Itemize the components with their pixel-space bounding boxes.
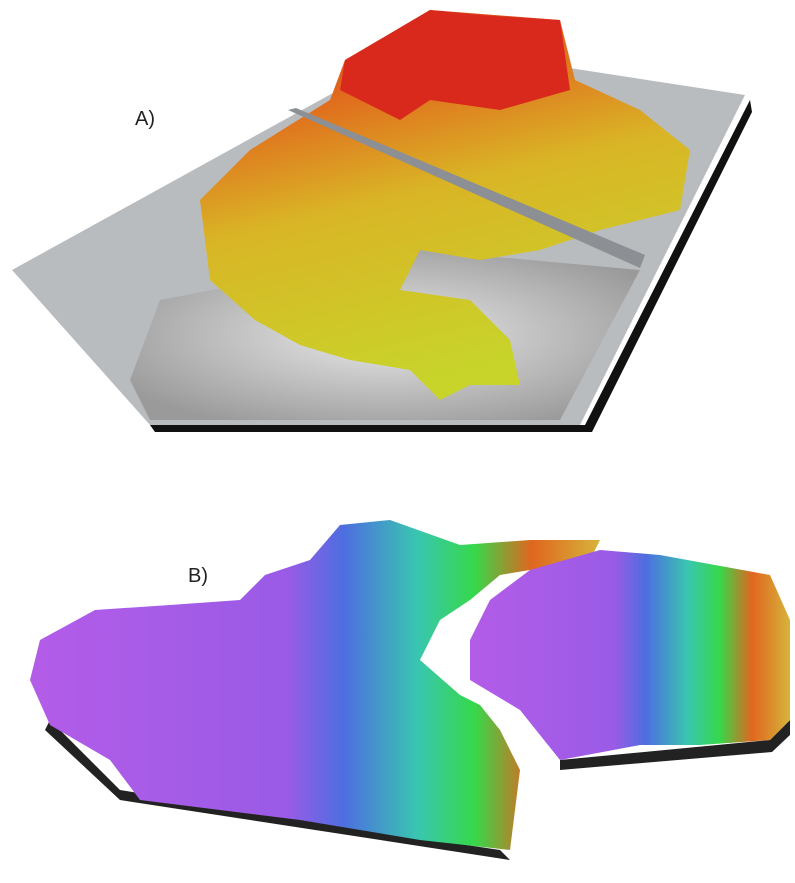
terrain-b-right: [470, 550, 790, 760]
panel-label: B): [188, 565, 208, 587]
panel-label: A): [135, 108, 155, 130]
panel-a: A): [12, 10, 752, 432]
panel-b: B): [30, 520, 790, 860]
figure: A) B): [0, 0, 795, 883]
page: A) B) (() => { const data = JSON.parse(d…: [0, 0, 795, 883]
